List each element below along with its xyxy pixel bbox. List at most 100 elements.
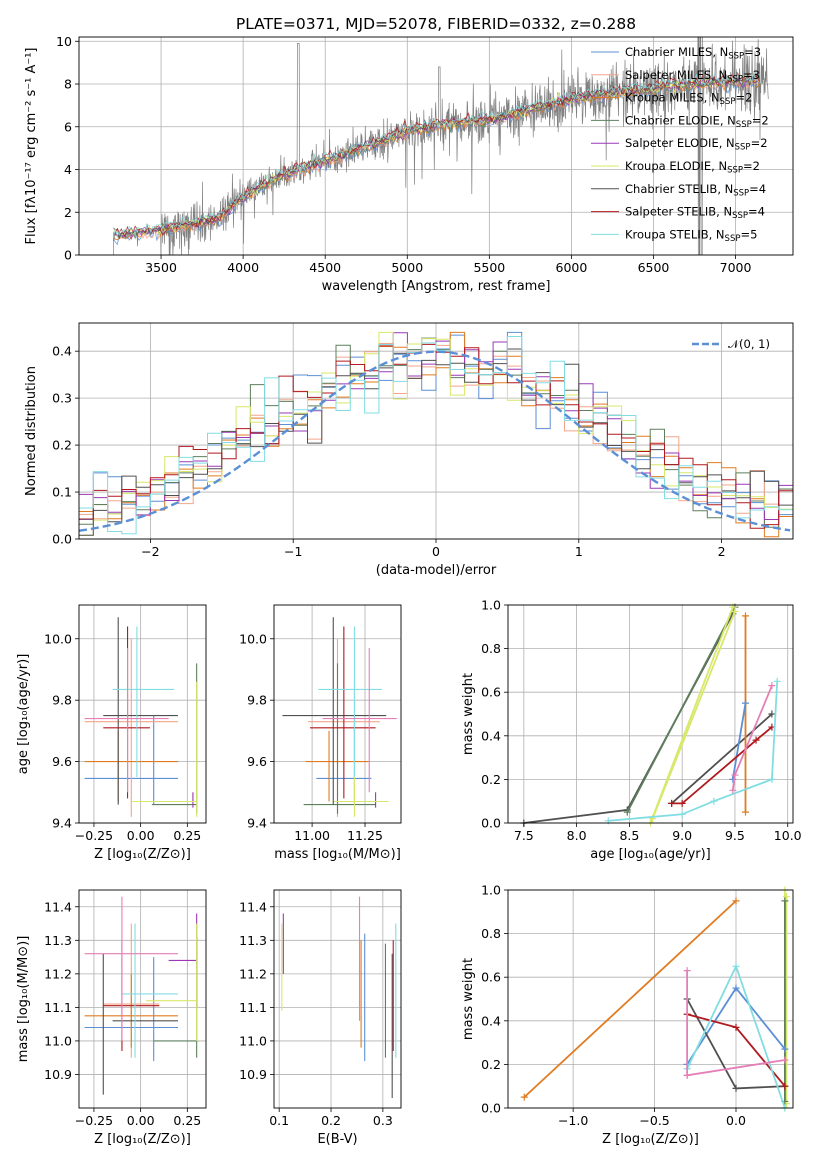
axes-frame xyxy=(507,889,794,1109)
weight-marker-pink xyxy=(781,1056,789,1064)
panel-age_vs_mass: 11.00 11.25 9.4 9.6 9.8 10.0 mass [log₁₀(M/M⊙)… xyxy=(239,604,402,862)
x-tick-label: 0.25 xyxy=(173,828,201,843)
y-tick-label: 0.0 xyxy=(481,816,501,831)
axes-frame xyxy=(78,604,207,824)
legend-entry-chabrier_stelib: Chabrier STELIB, NSSP=4 xyxy=(625,182,766,199)
y-tick-label: 6 xyxy=(64,119,72,134)
weight-marker-pink xyxy=(683,1071,691,1079)
y-tick-label: 8 xyxy=(64,77,72,92)
x-tick-label: 7.5 xyxy=(514,828,534,843)
axes-frame xyxy=(507,604,794,824)
y-tick-label: 0 xyxy=(64,248,72,263)
plot-area xyxy=(520,603,781,827)
x-tick-label: 7000 xyxy=(720,260,752,275)
weight-line-chabrier_elodie xyxy=(626,606,736,813)
y-axis-label: mass [log₁₀(M/M⊙)] xyxy=(16,936,31,1063)
y-tick-label: 0.8 xyxy=(481,926,501,941)
axes-frame xyxy=(78,36,794,256)
weight-marker-kroupa_miles xyxy=(742,612,749,620)
x-tick-label: 4000 xyxy=(227,260,259,275)
x-tick-label: 5000 xyxy=(391,260,423,275)
plot-area xyxy=(282,617,397,817)
x-tick-label: 9.5 xyxy=(725,828,745,843)
weight-marker-salpeter_stelib xyxy=(732,1023,740,1031)
y-tick-label: 10.9 xyxy=(239,1067,267,1082)
y-tick-label: 11.2 xyxy=(44,966,72,981)
x-tick-label: −2 xyxy=(141,544,159,559)
x-tick-label: 0 xyxy=(432,544,440,559)
x-tick-label: 6000 xyxy=(556,260,588,275)
normal-legend-label: 𝒩(0, 1) xyxy=(728,337,770,351)
weight-line-salpeter_stelib xyxy=(671,726,773,805)
weight-marker-pink xyxy=(731,771,739,779)
y-tick-label: 11.4 xyxy=(44,899,72,914)
y-tick-label: 11.1 xyxy=(44,1000,72,1015)
x-tick-label: −0.5 xyxy=(639,1113,669,1128)
x-tick-label: 0.1 xyxy=(269,1113,289,1128)
legend-entry-kroupa_miles: Kroupa MILES, NSSP=2 xyxy=(625,91,752,108)
x-axis-label: E(B-V) xyxy=(317,1132,357,1147)
weight-marker-chabrier_miles xyxy=(732,984,740,992)
histogram-kroupa_stelib xyxy=(79,336,793,535)
x-tick-label: 8.5 xyxy=(619,828,639,843)
legend-entry-chabrier_elodie: Chabrier ELODIE, NSSP=2 xyxy=(625,113,769,129)
x-tick-label: 0.2 xyxy=(321,1113,341,1128)
x-tick-label: 4500 xyxy=(309,260,341,275)
panel-weight_vs_Z: −1.0 −0.5 0.0 0.0 0.2 0.4 0.6 0.8 1.0 Z [log₁₀(Z/… xyxy=(461,883,794,1147)
weight-marker-salpeter_stelib xyxy=(781,1082,789,1090)
weight-marker-kroupa_miles xyxy=(742,808,749,816)
y-tick-label: 0.4 xyxy=(52,344,72,359)
axes-frame xyxy=(78,322,794,540)
y-tick-label: 10.0 xyxy=(239,631,267,646)
y-tick-label: 0.3 xyxy=(52,391,72,406)
x-tick-label: 2 xyxy=(718,544,726,559)
x-axis-label: Z [log₁₀(Z/Z⊙)] xyxy=(94,847,191,862)
y-tick-label: 11.0 xyxy=(239,1033,267,1048)
y-tick-label: 0.2 xyxy=(481,772,501,787)
normal-curve xyxy=(78,350,791,532)
weight-marker-kroupa_stelib xyxy=(732,962,740,970)
x-tick-label: 8.0 xyxy=(567,828,587,843)
panel-spectrum: Chabrier MILES, NSSP=3 Salpeter MILES, NS… xyxy=(24,34,794,294)
y-tick-label: 0.6 xyxy=(481,685,501,700)
model-line-kroupa_stelib xyxy=(113,72,760,237)
x-tick-label: −1.0 xyxy=(558,1113,588,1128)
legend-entry-kroupa_elodie: Kroupa ELODIE, NSSP=2 xyxy=(625,159,760,176)
x-axis-label: Z [log₁₀(Z/Z⊙)] xyxy=(94,1132,191,1147)
y-axis-label: mass weight xyxy=(461,673,476,755)
y-tick-label: 9.8 xyxy=(52,693,72,708)
weight-marker-chabrier_stelib xyxy=(732,1084,740,1092)
weight-line-pink xyxy=(731,685,773,791)
plot-area xyxy=(84,896,198,1095)
y-tick-label: 0.2 xyxy=(52,438,72,453)
y-tick-label: 9.6 xyxy=(52,754,72,769)
legend-entry-salpeter_stelib: Salpeter STELIB, NSSP=4 xyxy=(625,205,765,222)
legend-entry-salpeter_miles: Salpeter MILES, NSSP=3 xyxy=(625,68,760,85)
weight-line-kroupa_miles xyxy=(523,900,737,1098)
histogram-kroupa_miles xyxy=(79,331,793,538)
x-tick-label: 9.0 xyxy=(672,828,692,843)
y-tick-label: 11.2 xyxy=(239,966,267,981)
legend-entry-salpeter_elodie: Salpeter ELODIE, NSSP=2 xyxy=(625,136,768,153)
weight-line-chabrier_stelib xyxy=(523,613,734,824)
plot-area xyxy=(520,886,790,1112)
x-tick-label: −0.25 xyxy=(75,1113,113,1128)
figure-title: PLATE=0371, MJD=52078, FIBERID=0332, z=0… xyxy=(236,15,636,33)
weight-marker-chabrier_miles xyxy=(742,699,749,707)
legend-entry-chabrier_miles: Chabrier MILES, NSSP=3 xyxy=(625,45,761,62)
panel-residuals: 𝒩(0, 1) −2 −1 0 1 2 0.0 0.1 0.2 0.3 0.4 (data-model… xyxy=(24,322,794,578)
weight-marker-chabrier_elodie xyxy=(623,808,631,816)
y-axis-label: Normed distribution xyxy=(24,366,39,496)
weight-marker-chabrier_stelib xyxy=(768,710,776,718)
plot-area xyxy=(84,617,198,817)
weight-marker-pink xyxy=(729,786,737,794)
x-tick-label: 5500 xyxy=(473,260,505,275)
x-tick-label: −1 xyxy=(284,544,302,559)
y-tick-label: 0.4 xyxy=(481,1013,501,1028)
x-axis-label: (data-model)/error xyxy=(376,563,497,578)
weight-line-kroupa_elodie xyxy=(651,611,736,819)
x-tick-label: 6500 xyxy=(638,260,670,275)
y-tick-label: 4 xyxy=(64,162,72,177)
y-tick-label: 11.0 xyxy=(44,1033,72,1048)
x-axis-label: Z [log₁₀(Z/Z⊙)] xyxy=(602,1132,699,1147)
